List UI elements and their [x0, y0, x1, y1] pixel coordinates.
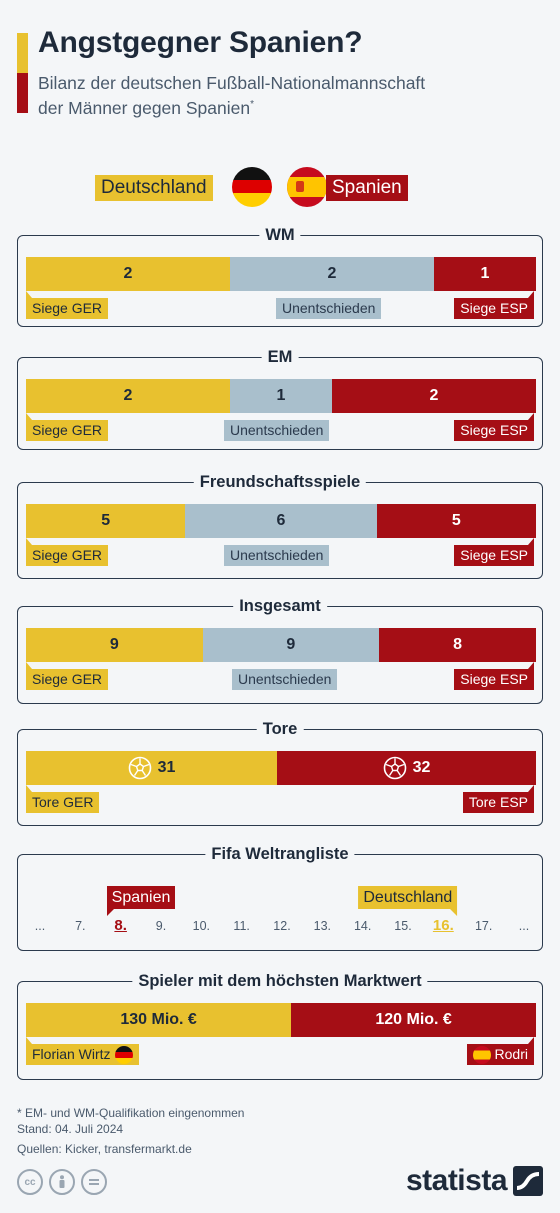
- section-insgesamt: Insgesamt 9 9 8 Siege GER Unentschieden …: [17, 595, 543, 704]
- tag-siege-ger: Siege GER: [26, 662, 109, 690]
- germany-flag-icon: [232, 167, 272, 207]
- section-fifa-weltrangliste: Fifa Weltrangliste Spanien Deutschland .…: [17, 843, 543, 951]
- rank-tick: 17.: [474, 919, 493, 933]
- legend-ger: Deutschland: [95, 175, 213, 201]
- bar-segment-draws: 1: [230, 379, 332, 413]
- rank-tick: 9.: [155, 919, 167, 933]
- footnote-date: Stand: 04. Juli 2024: [17, 1122, 124, 1136]
- section-marktwert: Spieler mit dem höchsten Marktwert 130 M…: [17, 970, 543, 1080]
- section-title-wm: WM: [259, 224, 301, 246]
- section-tore: Tore 31 32 Tore GER Tore ESP: [17, 718, 543, 826]
- statista-logo[interactable]: statista: [406, 1164, 543, 1198]
- bar-wm: 2 2 1: [26, 257, 536, 291]
- tag-siege-esp: Siege ESP: [454, 662, 534, 690]
- bar-em: 2 1 2: [26, 379, 536, 413]
- section-title-freundschaftsspiele: Freundschaftsspiele: [193, 471, 367, 493]
- rank-label-spanien: Spanien: [106, 886, 176, 916]
- rank-tick-spain: 8.: [114, 917, 127, 934]
- soccer-ball-icon: [383, 756, 407, 780]
- spain-flag-icon: [287, 167, 327, 207]
- bar-segment-tore-ger: 31: [26, 751, 277, 785]
- bar-insgesamt: 9 9 8: [26, 628, 536, 662]
- section-title-fifa: Fifa Weltrangliste: [205, 843, 355, 865]
- subtitle-line-1: Bilanz der deutschen Fußball-Nationalman…: [38, 73, 426, 93]
- brand-name: statista: [405, 1164, 508, 1197]
- subtitle-line-2: der Männer gegen Spanien: [38, 97, 251, 118]
- rank-tick: ...: [518, 919, 530, 933]
- rank-axis: ... 7. 8. 9. 10. 11. 12. 13. 14. 15. 16. 17....: [26, 917, 536, 939]
- rank-label-deutschland: Deutschland: [358, 886, 458, 916]
- bar-segment-draws: 2: [230, 257, 434, 291]
- bar-segment-esp-wins: 8: [379, 628, 536, 662]
- page-title: Angstgegner Spanien?: [38, 26, 363, 59]
- bar-freundschaftsspiele: 5 6 5: [26, 504, 536, 538]
- rank-tick: 15.: [394, 919, 412, 933]
- spain-flag-icon: [472, 1045, 491, 1064]
- tag-siege-ger: Siege GER: [26, 413, 109, 441]
- bar-segment-ger-wins: 9: [26, 628, 203, 662]
- bar-tore: 31 32: [26, 751, 536, 785]
- bar-segment-ger-wins: 5: [26, 504, 186, 538]
- rank-tick: ...: [34, 919, 46, 933]
- bar-segment-ger-wins: 2: [26, 379, 230, 413]
- bar-segment-draws: 9: [202, 628, 380, 662]
- tag-siege-ger: Siege GER: [26, 291, 109, 319]
- bar-segment-tore-esp: 32: [276, 751, 536, 785]
- section-title-marktwert: Spieler mit dem höchsten Marktwert: [132, 970, 428, 992]
- value-tore-esp: 32: [412, 759, 431, 776]
- rank-tick: 12.: [273, 919, 291, 933]
- tag-siege-esp: Siege ESP: [454, 538, 534, 566]
- footnote-sources: Quellen: Kicker, transfermarkt.de: [17, 1142, 192, 1156]
- section-title-tore: Tore: [256, 718, 304, 740]
- accent-bar-yellow: [17, 33, 28, 73]
- section-wm: WM 2 2 1 Siege GER Unentschieden Siege E…: [17, 224, 543, 327]
- germany-flag-icon: [114, 1045, 133, 1064]
- bar-segment-rodri: 120 Mio. €: [291, 1003, 536, 1037]
- player-name-rodri: Rodri: [494, 1046, 528, 1062]
- section-freundschaftsspiele: Freundschaftsspiele 5 6 5 Siege GER Unen…: [17, 471, 543, 579]
- section-em: EM 2 1 2 Siege GER Unentschieden Siege E…: [17, 346, 543, 450]
- statista-logo-icon: [513, 1166, 543, 1196]
- tag-unentschieden: Unentschieden: [224, 545, 330, 566]
- tag-siege-esp: Siege ESP: [454, 291, 534, 319]
- accent-bar-red: [17, 73, 28, 113]
- tag-tore-esp: Tore ESP: [462, 785, 535, 813]
- legend-esp: Spanien: [326, 175, 408, 201]
- rank-tick: 7.: [75, 919, 86, 933]
- tag-unentschieden: Unentschieden: [224, 420, 330, 441]
- tag-unentschieden: Unentschieden: [232, 669, 338, 690]
- rank-tick: 11.: [233, 919, 250, 933]
- by-icon[interactable]: [49, 1169, 75, 1195]
- tag-siege-esp: Siege ESP: [454, 413, 534, 441]
- section-title-em: EM: [261, 346, 299, 368]
- tag-tore-ger: Tore GER: [26, 785, 100, 813]
- bar-segment-wirtz: 130 Mio. €: [26, 1003, 292, 1037]
- subtitle-footnote-mark: *: [250, 99, 255, 110]
- soccer-ball-icon: [128, 756, 152, 780]
- license-icons: cc: [17, 1169, 107, 1195]
- rank-tick: 10.: [192, 919, 211, 933]
- footnote-note: * EM- und WM-Qualifikation eingenommen: [17, 1106, 245, 1120]
- rank-tick: 14.: [353, 919, 372, 933]
- tag-siege-ger: Siege GER: [26, 538, 109, 566]
- rank-tick-germany: 16.: [432, 917, 454, 934]
- bar-marktwert: 130 Mio. € 120 Mio. €: [26, 1003, 536, 1037]
- tag-player-wirtz: Florian Wirtz: [26, 1037, 139, 1065]
- bar-segment-esp-wins: 1: [434, 257, 536, 291]
- nd-icon[interactable]: [81, 1169, 107, 1195]
- tag-player-rodri: Rodri: [466, 1037, 535, 1065]
- cc-icon[interactable]: cc: [17, 1169, 43, 1195]
- rank-tick: 13.: [313, 919, 332, 933]
- bar-segment-esp-wins: 5: [376, 504, 536, 538]
- bar-segment-esp-wins: 2: [332, 379, 536, 413]
- tag-unentschieden: Unentschieden: [276, 298, 382, 319]
- footnotes: * EM- und WM-Qualifikation eingenommen S…: [17, 1105, 244, 1157]
- section-title-insgesamt: Insgesamt: [233, 595, 327, 617]
- page-subtitle: Bilanz der deutschen Fußball-Nationalman…: [38, 72, 498, 119]
- player-name-wirtz: Florian Wirtz: [32, 1046, 111, 1062]
- bar-segment-draws: 6: [185, 504, 377, 538]
- bar-segment-ger-wins: 2: [26, 257, 230, 291]
- value-tore-ger: 31: [157, 759, 176, 776]
